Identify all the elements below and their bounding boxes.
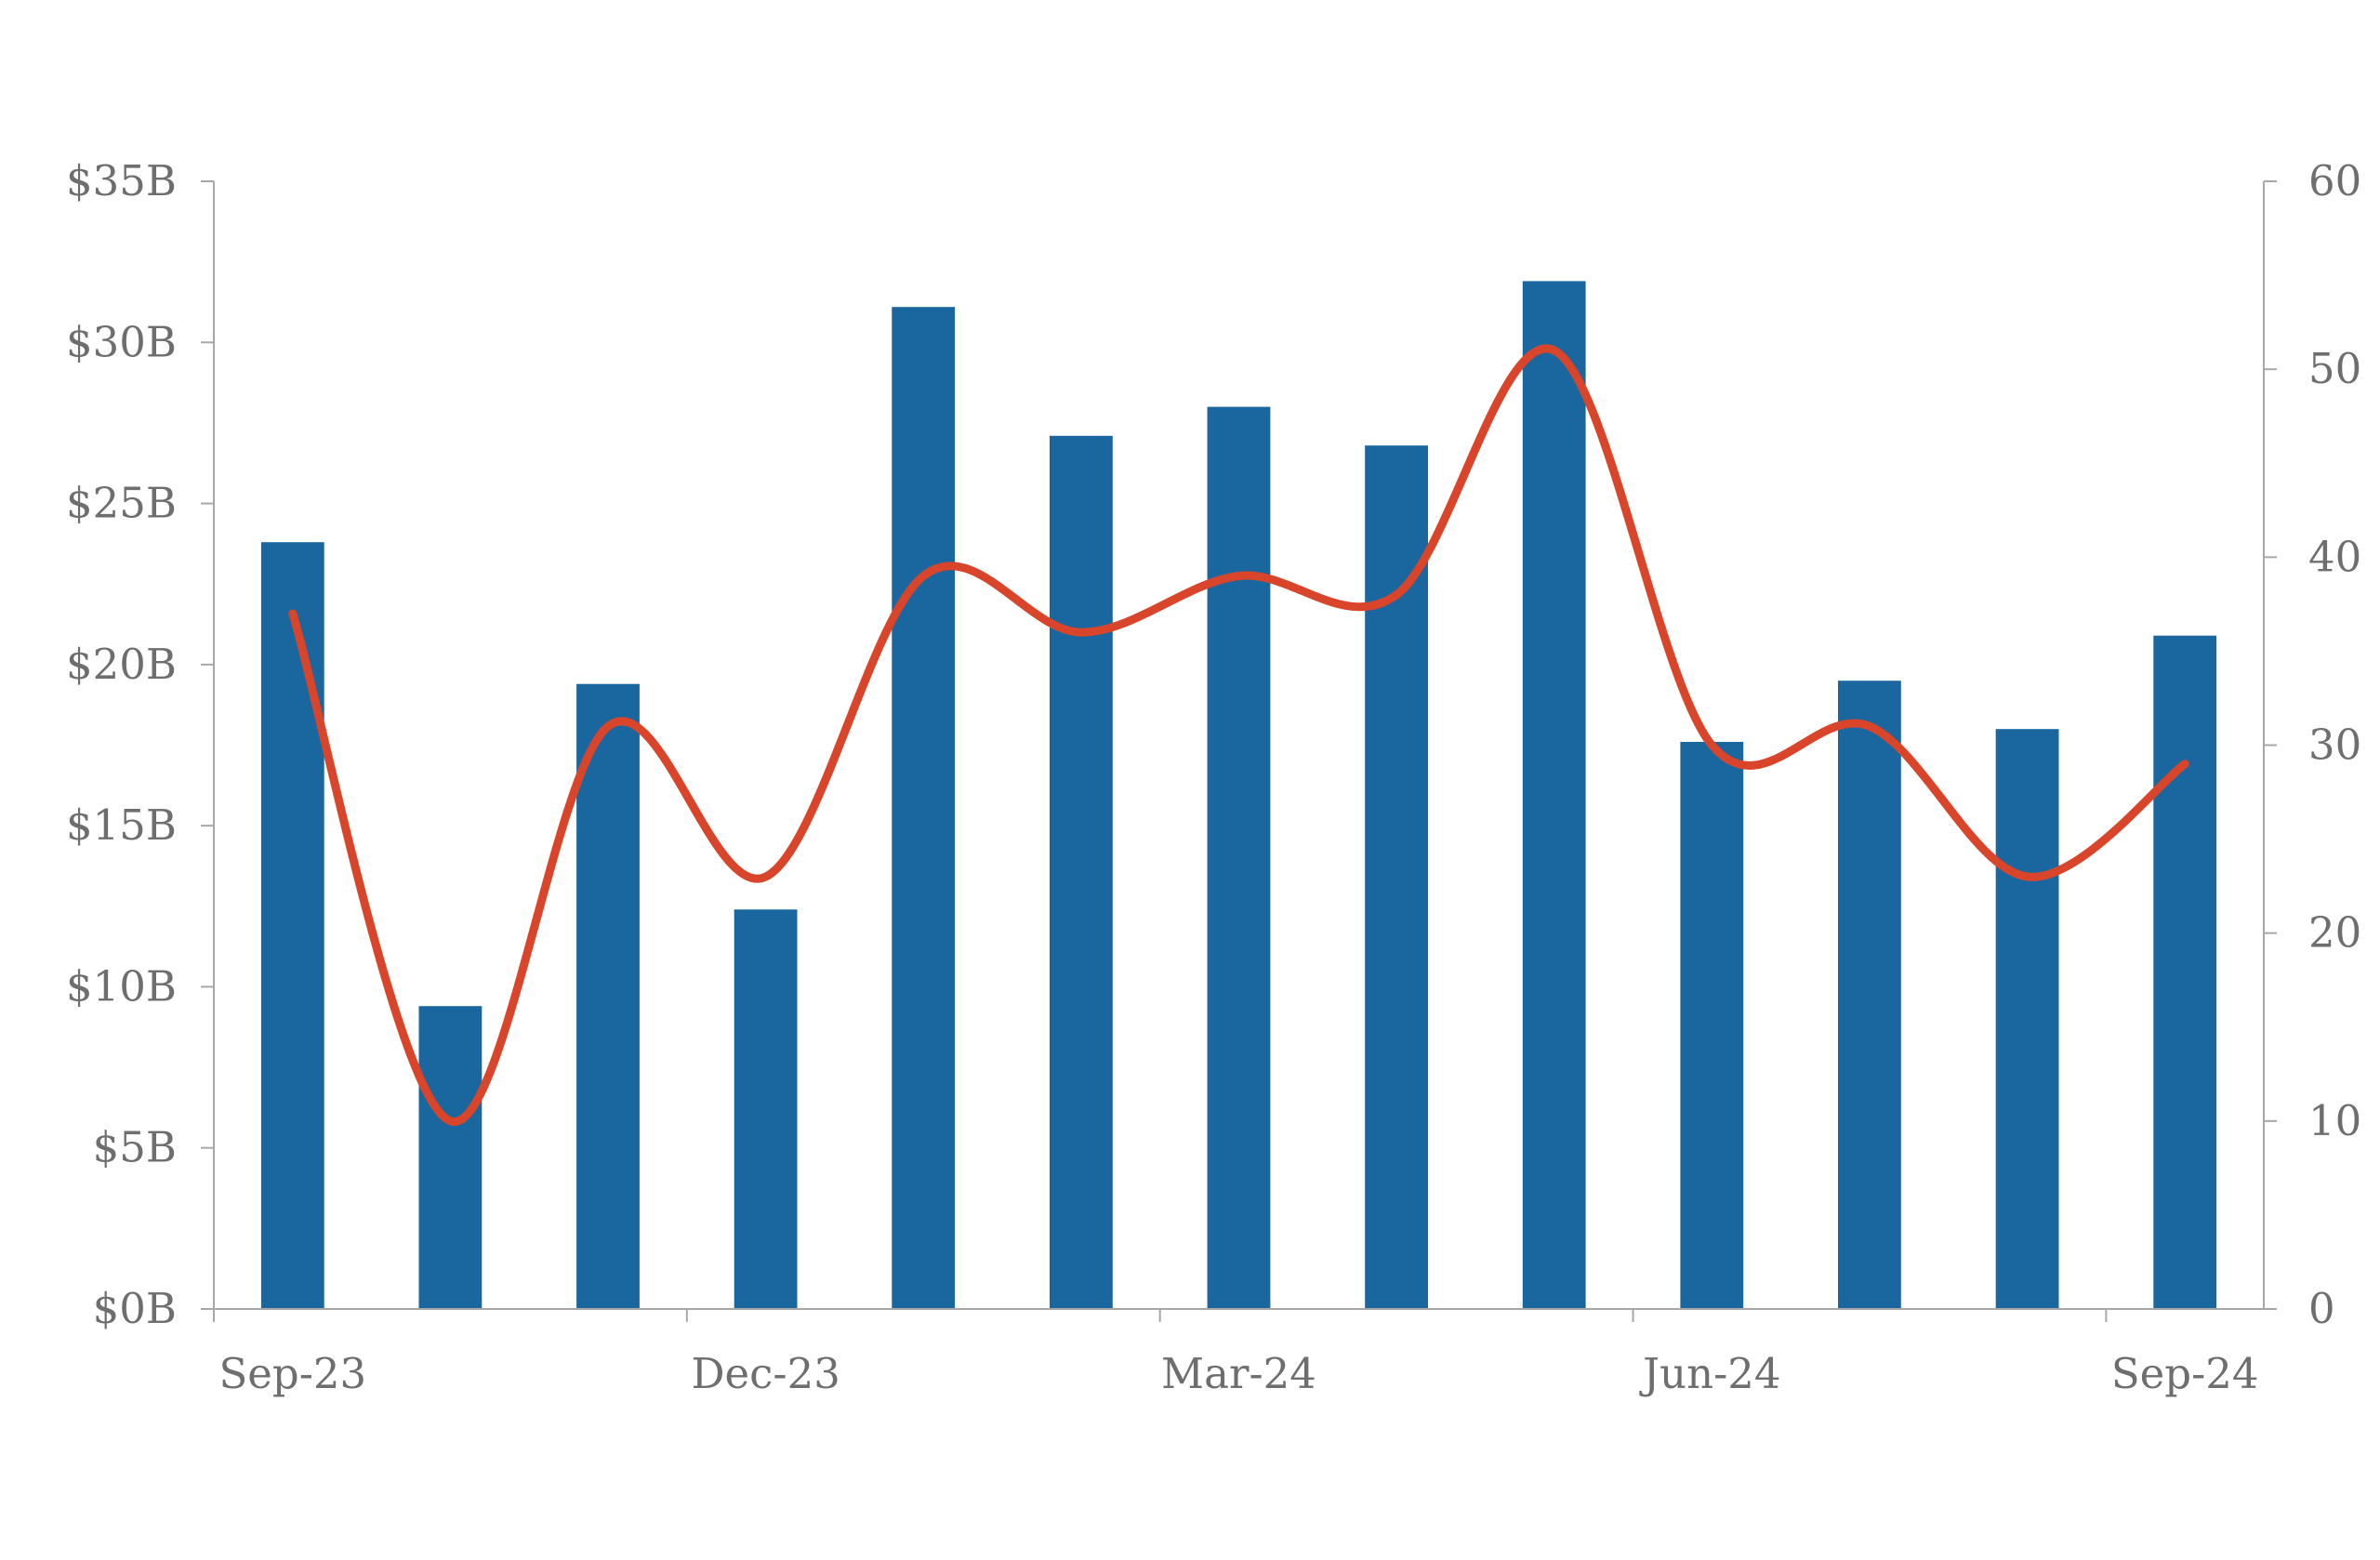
bar-mar-24 — [1207, 406, 1271, 1310]
y-left-tick-label: $30B — [66, 317, 177, 366]
x-tick-label: Sep-23 — [218, 1349, 366, 1398]
y-left-tick-label: $25B — [66, 479, 177, 528]
bar-aug-24 — [1995, 729, 2059, 1309]
bar-jan-24 — [892, 307, 956, 1310]
y-right-tick-label: 30 — [2308, 721, 2361, 770]
bar-nov-23 — [576, 683, 640, 1309]
y-right-tick-label: 10 — [2308, 1096, 2361, 1145]
x-tick-label: Sep-24 — [2111, 1349, 2259, 1398]
bar-series — [260, 281, 2217, 1310]
x-tick-label: Mar-24 — [1161, 1349, 1316, 1398]
x-tick-label: Jun-24 — [1639, 1349, 1780, 1398]
y-left-tick-label: $5B — [93, 1123, 177, 1172]
y-left-tick-label: $35B — [66, 156, 177, 205]
y-right-tick-label: 50 — [2308, 344, 2361, 393]
bar-oct-23 — [418, 1006, 483, 1309]
x-tick-label: Dec-23 — [691, 1349, 840, 1398]
axes — [201, 180, 2277, 1322]
bar-jul-24 — [1838, 681, 1901, 1309]
bar-sep-23 — [260, 542, 324, 1309]
bar-sep-24 — [2153, 635, 2217, 1309]
bar-jun-24 — [1680, 742, 1744, 1309]
bar-dec-23 — [734, 909, 798, 1309]
y-left-tick-label: $0B — [93, 1284, 177, 1333]
y-left-tick-label: $15B — [66, 800, 177, 850]
tick-labels: $0B $5B $10B $15B $20B $25B $30B $35B 0 10 20 30 40 5… — [66, 156, 2361, 1398]
y-right-tick-label: 40 — [2308, 532, 2361, 581]
y-right-tick-label: 20 — [2308, 908, 2361, 958]
bar-apr-24 — [1365, 445, 1428, 1309]
line-series — [288, 344, 2189, 1126]
y-right-tick-label: 60 — [2308, 156, 2361, 205]
line-path — [288, 344, 2189, 1126]
y-left-tick-label: $20B — [66, 640, 177, 689]
y-right-tick-label: 0 — [2308, 1284, 2335, 1333]
bar-may-24 — [1522, 281, 1586, 1309]
bar-feb-24 — [1050, 435, 1113, 1309]
y-left-tick-label: $10B — [66, 961, 177, 1011]
